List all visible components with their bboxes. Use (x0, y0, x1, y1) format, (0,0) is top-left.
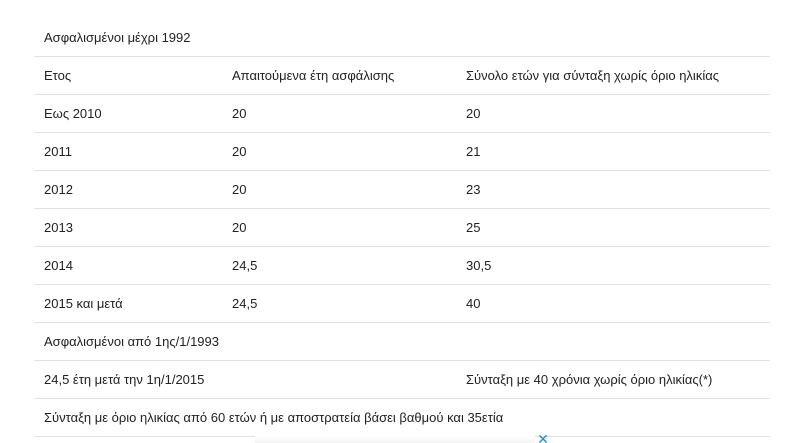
ad-banner-edge (255, 436, 535, 443)
cell-year: 2012 (34, 170, 222, 209)
cell-year: 2013 (34, 208, 222, 247)
section2-result: Σύνταξη με 40 χρόνια χωρίς όριο ηλικίας(… (456, 360, 770, 399)
cell-year: 2015 και μετά (34, 284, 222, 323)
table-row: 2015 και μετά 24,5 40 (34, 284, 770, 323)
footer-note-row: Σύνταξη με όριο ηλικίας από 60 ετών ή με… (34, 398, 770, 437)
cell-year: Εως 2010 (34, 94, 222, 133)
section2-title: Ασφαλισμένοι από 1ης/1/1993 (34, 322, 770, 361)
table-row: 2014 24,5 30,5 (34, 246, 770, 285)
section2-condition: 24,5 έτη μετά την 1η/1/2015 (34, 360, 456, 399)
cell-year: 2014 (34, 246, 222, 285)
cell-year: 2011 (34, 132, 222, 171)
cell-required: 20 (222, 208, 456, 247)
footer-note: Σύνταξη με όριο ηλικίας από 60 ετών ή με… (34, 398, 770, 437)
header-total-years: Σύνολο ετών για σύνταξη χωρίς όριο ηλικί… (456, 56, 770, 95)
cell-total: 25 (456, 208, 770, 247)
header-required-years: Απαιτούμενα έτη ασφάλισης (222, 56, 456, 95)
table-row: 2011 20 21 (34, 132, 770, 171)
table-row: 2012 20 23 (34, 170, 770, 209)
header-year: Ετος (34, 56, 222, 95)
section2-row: 24,5 έτη μετά την 1η/1/2015 Σύνταξη με 4… (34, 360, 770, 399)
pension-table: Ασφαλισμένοι μέχρι 1992 Ετος Απαιτούμενα… (34, 19, 770, 437)
cell-required: 20 (222, 132, 456, 171)
cell-total: 30,5 (456, 246, 770, 285)
table-row: Εως 2010 20 20 (34, 94, 770, 133)
cell-total: 20 (456, 94, 770, 133)
cell-total: 40 (456, 284, 770, 323)
cell-total: 23 (456, 170, 770, 209)
cell-required: 24,5 (222, 246, 456, 285)
table-title-row: Ασφαλισμένοι μέχρι 1992 (34, 19, 770, 57)
table-row: 2013 20 25 (34, 208, 770, 247)
cell-required: 20 (222, 170, 456, 209)
section2-title-row: Ασφαλισμένοι από 1ης/1/1993 (34, 322, 770, 361)
cell-total: 21 (456, 132, 770, 171)
cell-required: 20 (222, 94, 456, 133)
table-title: Ασφαλισμένοι μέχρι 1992 (34, 19, 770, 57)
close-icon[interactable]: ✕ (537, 431, 549, 443)
cell-required: 24,5 (222, 284, 456, 323)
table-header-row: Ετος Απαιτούμενα έτη ασφάλισης Σύνολο ετ… (34, 56, 770, 95)
